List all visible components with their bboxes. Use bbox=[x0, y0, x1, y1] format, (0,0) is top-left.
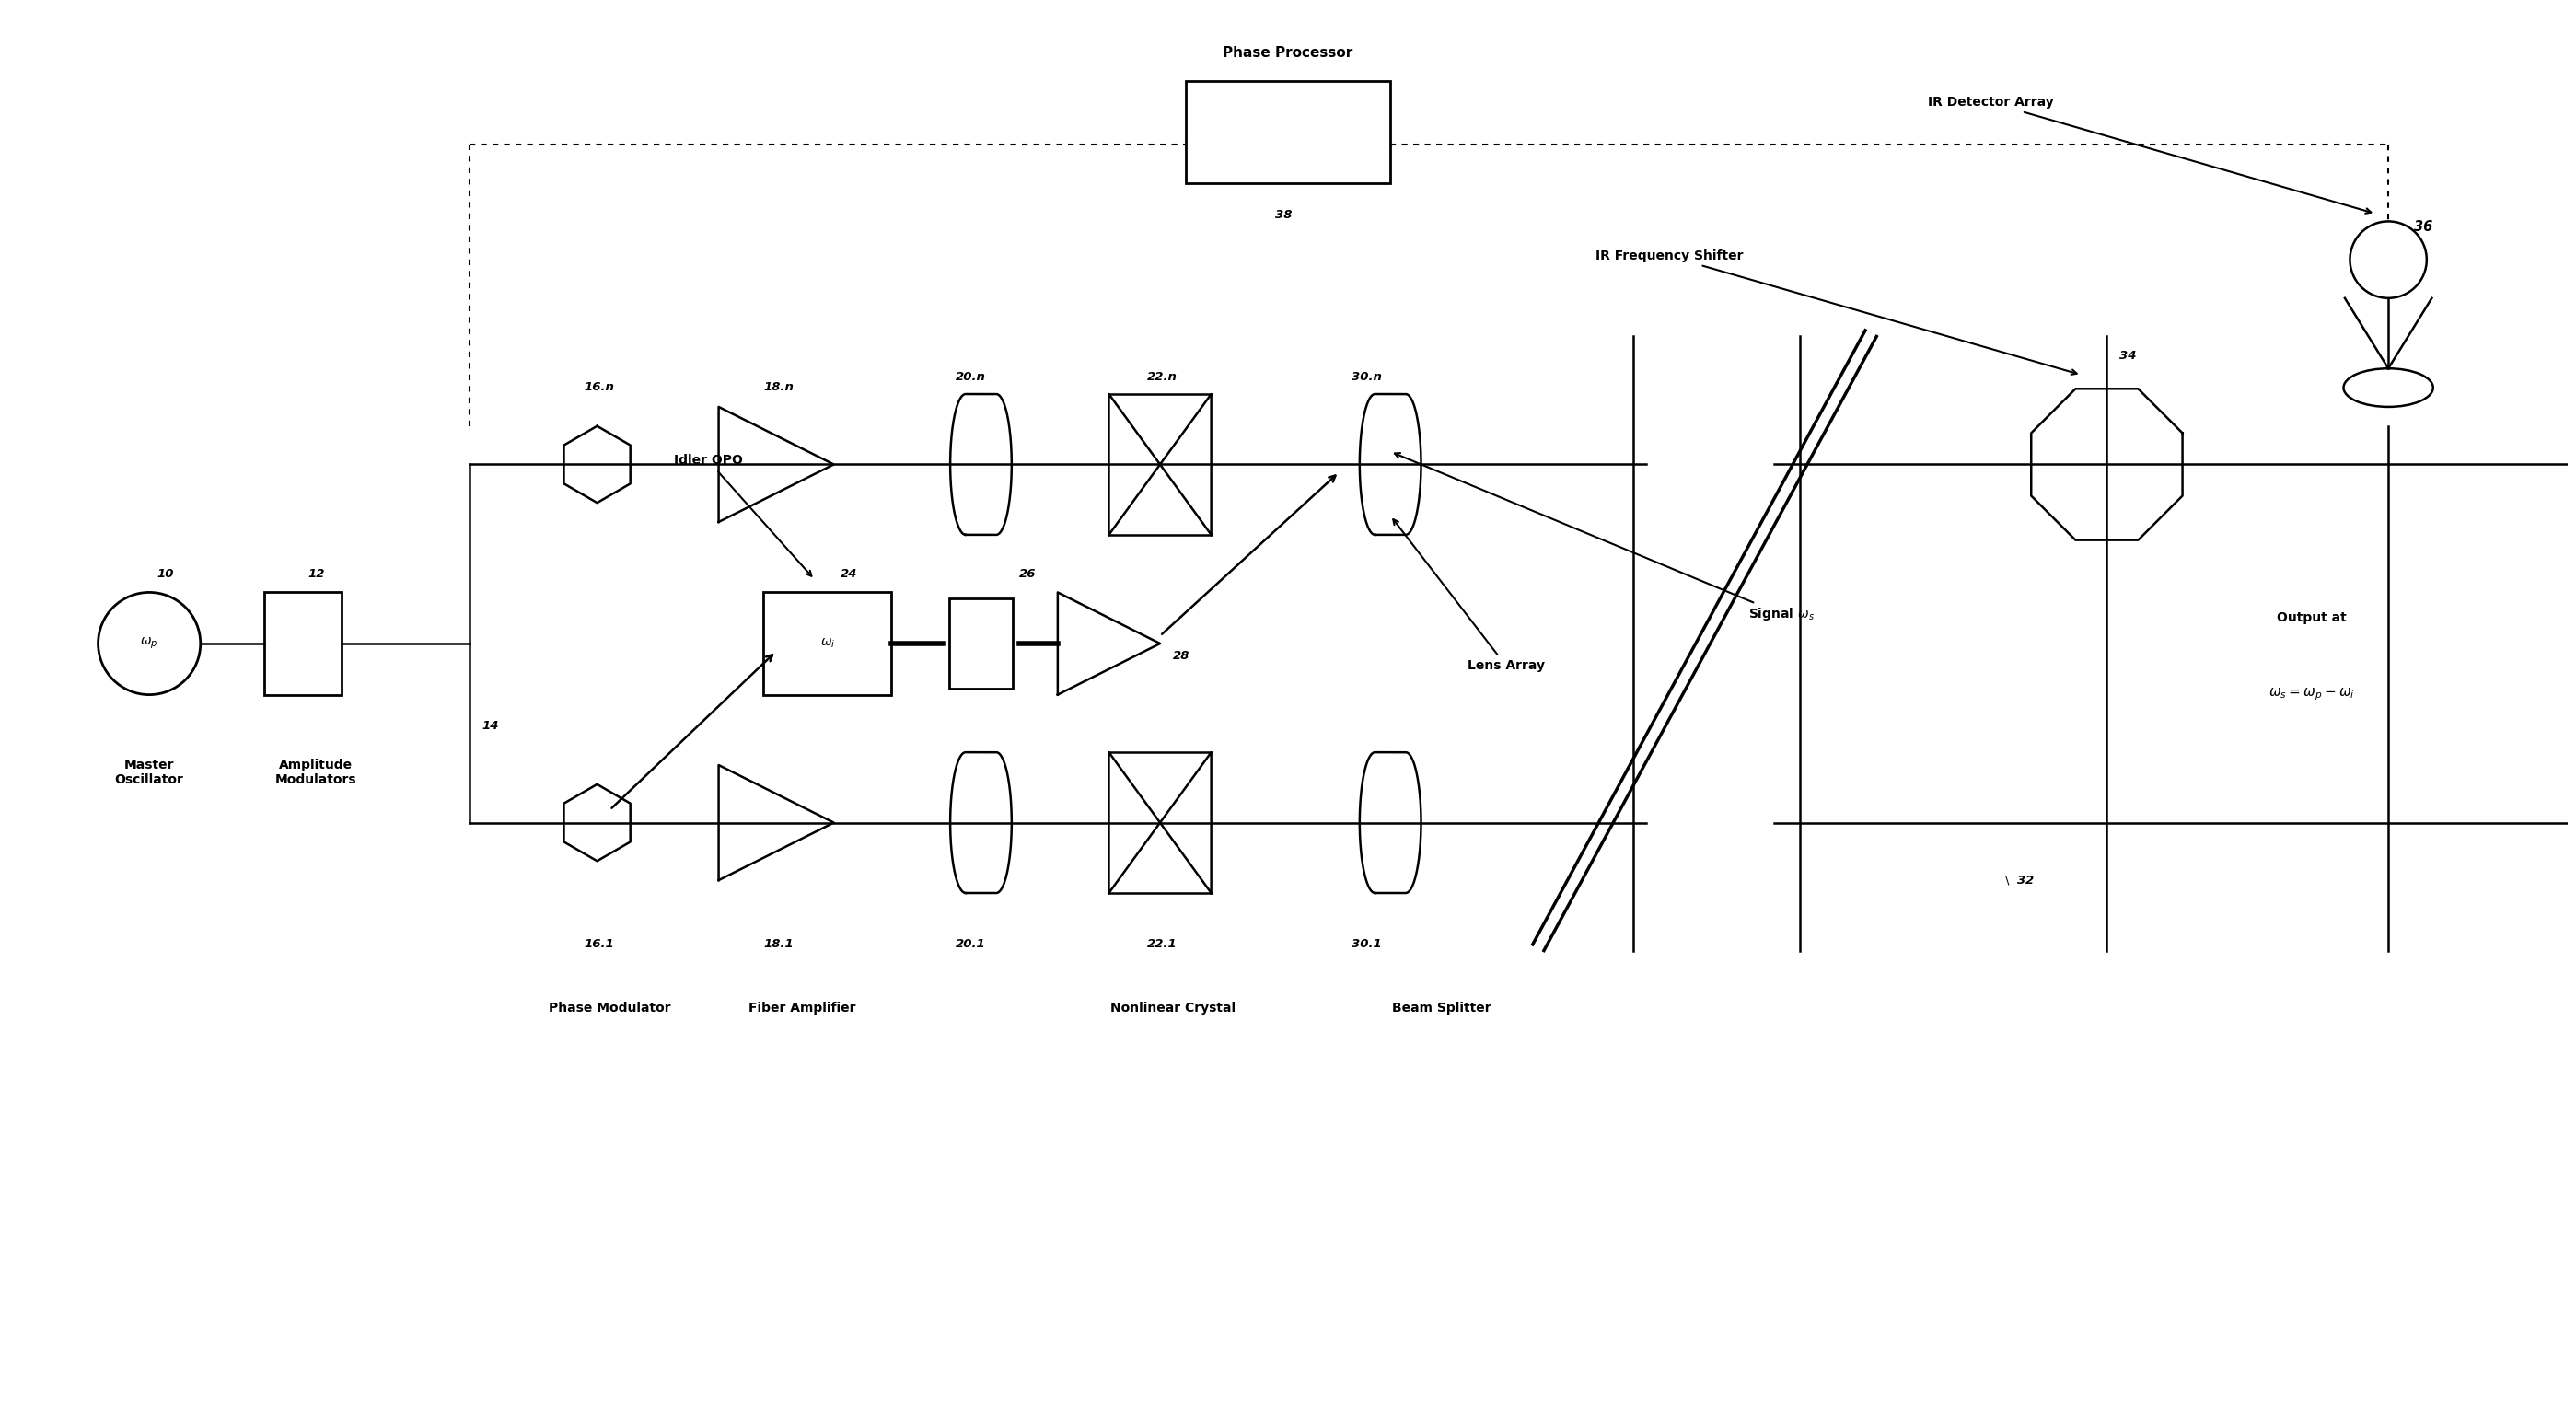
Text: 28: 28 bbox=[1172, 651, 1190, 662]
Text: Master
Oscillator: Master Oscillator bbox=[116, 758, 183, 787]
Text: 36: 36 bbox=[2414, 221, 2432, 233]
Text: 10: 10 bbox=[157, 567, 175, 580]
Text: Idler OPO: Idler OPO bbox=[675, 454, 811, 576]
Text: Fiber Amplifier: Fiber Amplifier bbox=[747, 1002, 855, 1015]
Text: IR Detector Array: IR Detector Array bbox=[1927, 96, 2370, 214]
Text: 14: 14 bbox=[482, 720, 500, 732]
Text: 22.1: 22.1 bbox=[1146, 938, 1177, 949]
Text: 16.n: 16.n bbox=[585, 381, 616, 393]
Bar bbox=[762, 593, 891, 695]
Text: 12: 12 bbox=[309, 567, 325, 580]
Text: 24: 24 bbox=[840, 567, 858, 580]
Text: 22.n: 22.n bbox=[1146, 371, 1177, 382]
Text: Phase Processor: Phase Processor bbox=[1224, 47, 1352, 59]
Text: Beam Splitter: Beam Splitter bbox=[1391, 1002, 1492, 1015]
Text: Nonlinear Crystal: Nonlinear Crystal bbox=[1110, 1002, 1236, 1015]
Bar bbox=[265, 593, 340, 695]
Text: Signal $\omega_s$: Signal $\omega_s$ bbox=[1394, 453, 1816, 623]
Bar bbox=[948, 599, 1012, 688]
Text: 18.n: 18.n bbox=[762, 381, 793, 393]
Text: $\omega_p$: $\omega_p$ bbox=[139, 635, 157, 651]
Text: Phase Modulator: Phase Modulator bbox=[549, 1002, 670, 1015]
Text: 38: 38 bbox=[1275, 208, 1293, 221]
Text: Lens Array: Lens Array bbox=[1394, 519, 1546, 672]
Text: 26: 26 bbox=[1020, 567, 1036, 580]
Text: $\backslash$  32: $\backslash$ 32 bbox=[2004, 874, 2035, 887]
Text: 30.1: 30.1 bbox=[1352, 938, 1383, 949]
Text: IR Frequency Shifter: IR Frequency Shifter bbox=[1595, 249, 2076, 375]
Text: 20.1: 20.1 bbox=[956, 938, 987, 949]
Text: Amplitude
Modulators: Amplitude Modulators bbox=[276, 758, 355, 787]
Text: 16.1: 16.1 bbox=[585, 938, 616, 949]
Text: Output at: Output at bbox=[2277, 611, 2347, 624]
Text: 20.n: 20.n bbox=[956, 371, 987, 382]
Text: 30.n: 30.n bbox=[1352, 371, 1383, 382]
Text: $\omega_i$: $\omega_i$ bbox=[819, 637, 835, 649]
Bar bbox=[1185, 81, 1391, 183]
Text: 34: 34 bbox=[2120, 350, 2136, 362]
Text: 18.1: 18.1 bbox=[762, 938, 793, 949]
Text: $\omega_s = \omega_p- \omega_i$: $\omega_s = \omega_p- \omega_i$ bbox=[2269, 686, 2354, 703]
